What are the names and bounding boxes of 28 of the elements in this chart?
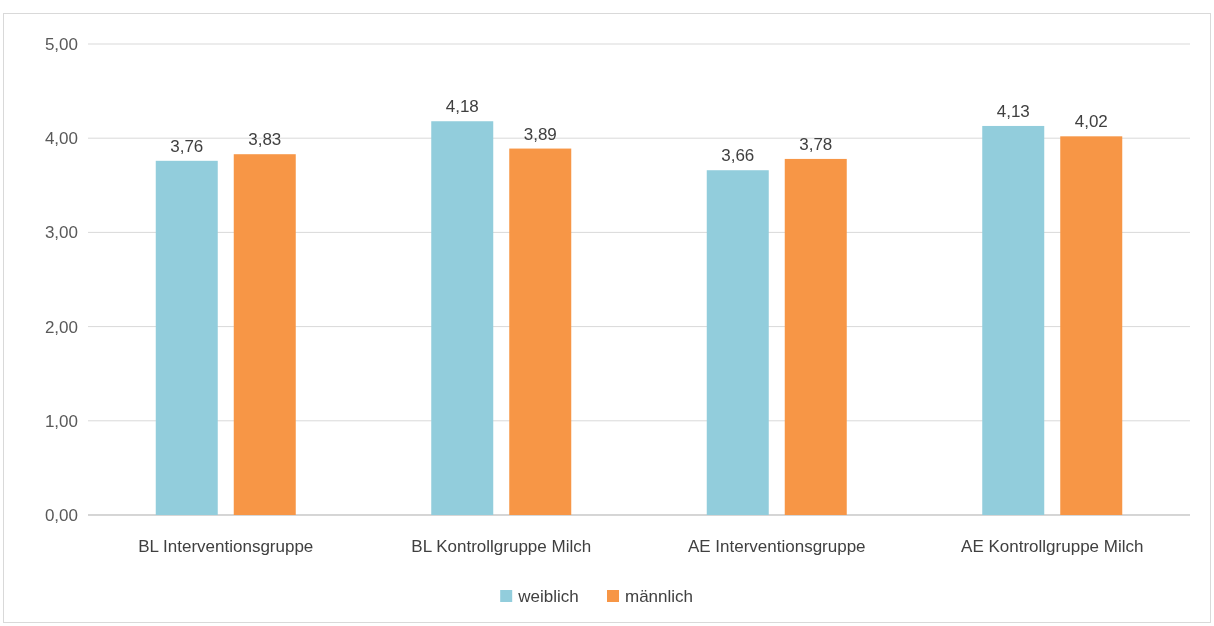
x-tick-label: AE Kontrollgruppe Milch — [961, 537, 1144, 556]
data-label: 3,89 — [523, 124, 557, 144]
data-label: 4,13 — [996, 101, 1030, 121]
y-tick-label: 1,00 — [44, 411, 78, 431]
x-tick-label: BL Kontrollgruppe Milch — [411, 537, 592, 556]
x-tick-label: AE Interventionsgruppe — [687, 537, 866, 556]
bar — [509, 148, 572, 515]
bar — [233, 154, 296, 515]
y-tick-label: 4,00 — [44, 129, 78, 149]
bar — [784, 158, 847, 515]
data-label: 4,02 — [1074, 112, 1108, 132]
bar — [706, 170, 769, 515]
bar — [155, 160, 218, 515]
data-label: 3,78 — [799, 134, 833, 154]
y-tick-label: 3,00 — [44, 223, 78, 243]
data-label: 3,66 — [721, 146, 755, 166]
data-label: 3,76 — [170, 136, 204, 156]
data-label: 3,83 — [248, 130, 282, 150]
bar — [1060, 136, 1123, 515]
y-tick-label: 2,00 — [44, 317, 78, 337]
bar — [982, 125, 1045, 515]
data-label: 4,18 — [445, 97, 479, 117]
y-tick-label: 0,00 — [44, 505, 78, 525]
x-tick-label: BL Interventionsgruppe — [138, 537, 314, 556]
legend-label: weiblich — [517, 586, 579, 606]
y-tick-label: 5,00 — [44, 34, 78, 54]
legend-label: männlich — [625, 586, 694, 606]
bar — [431, 121, 494, 515]
